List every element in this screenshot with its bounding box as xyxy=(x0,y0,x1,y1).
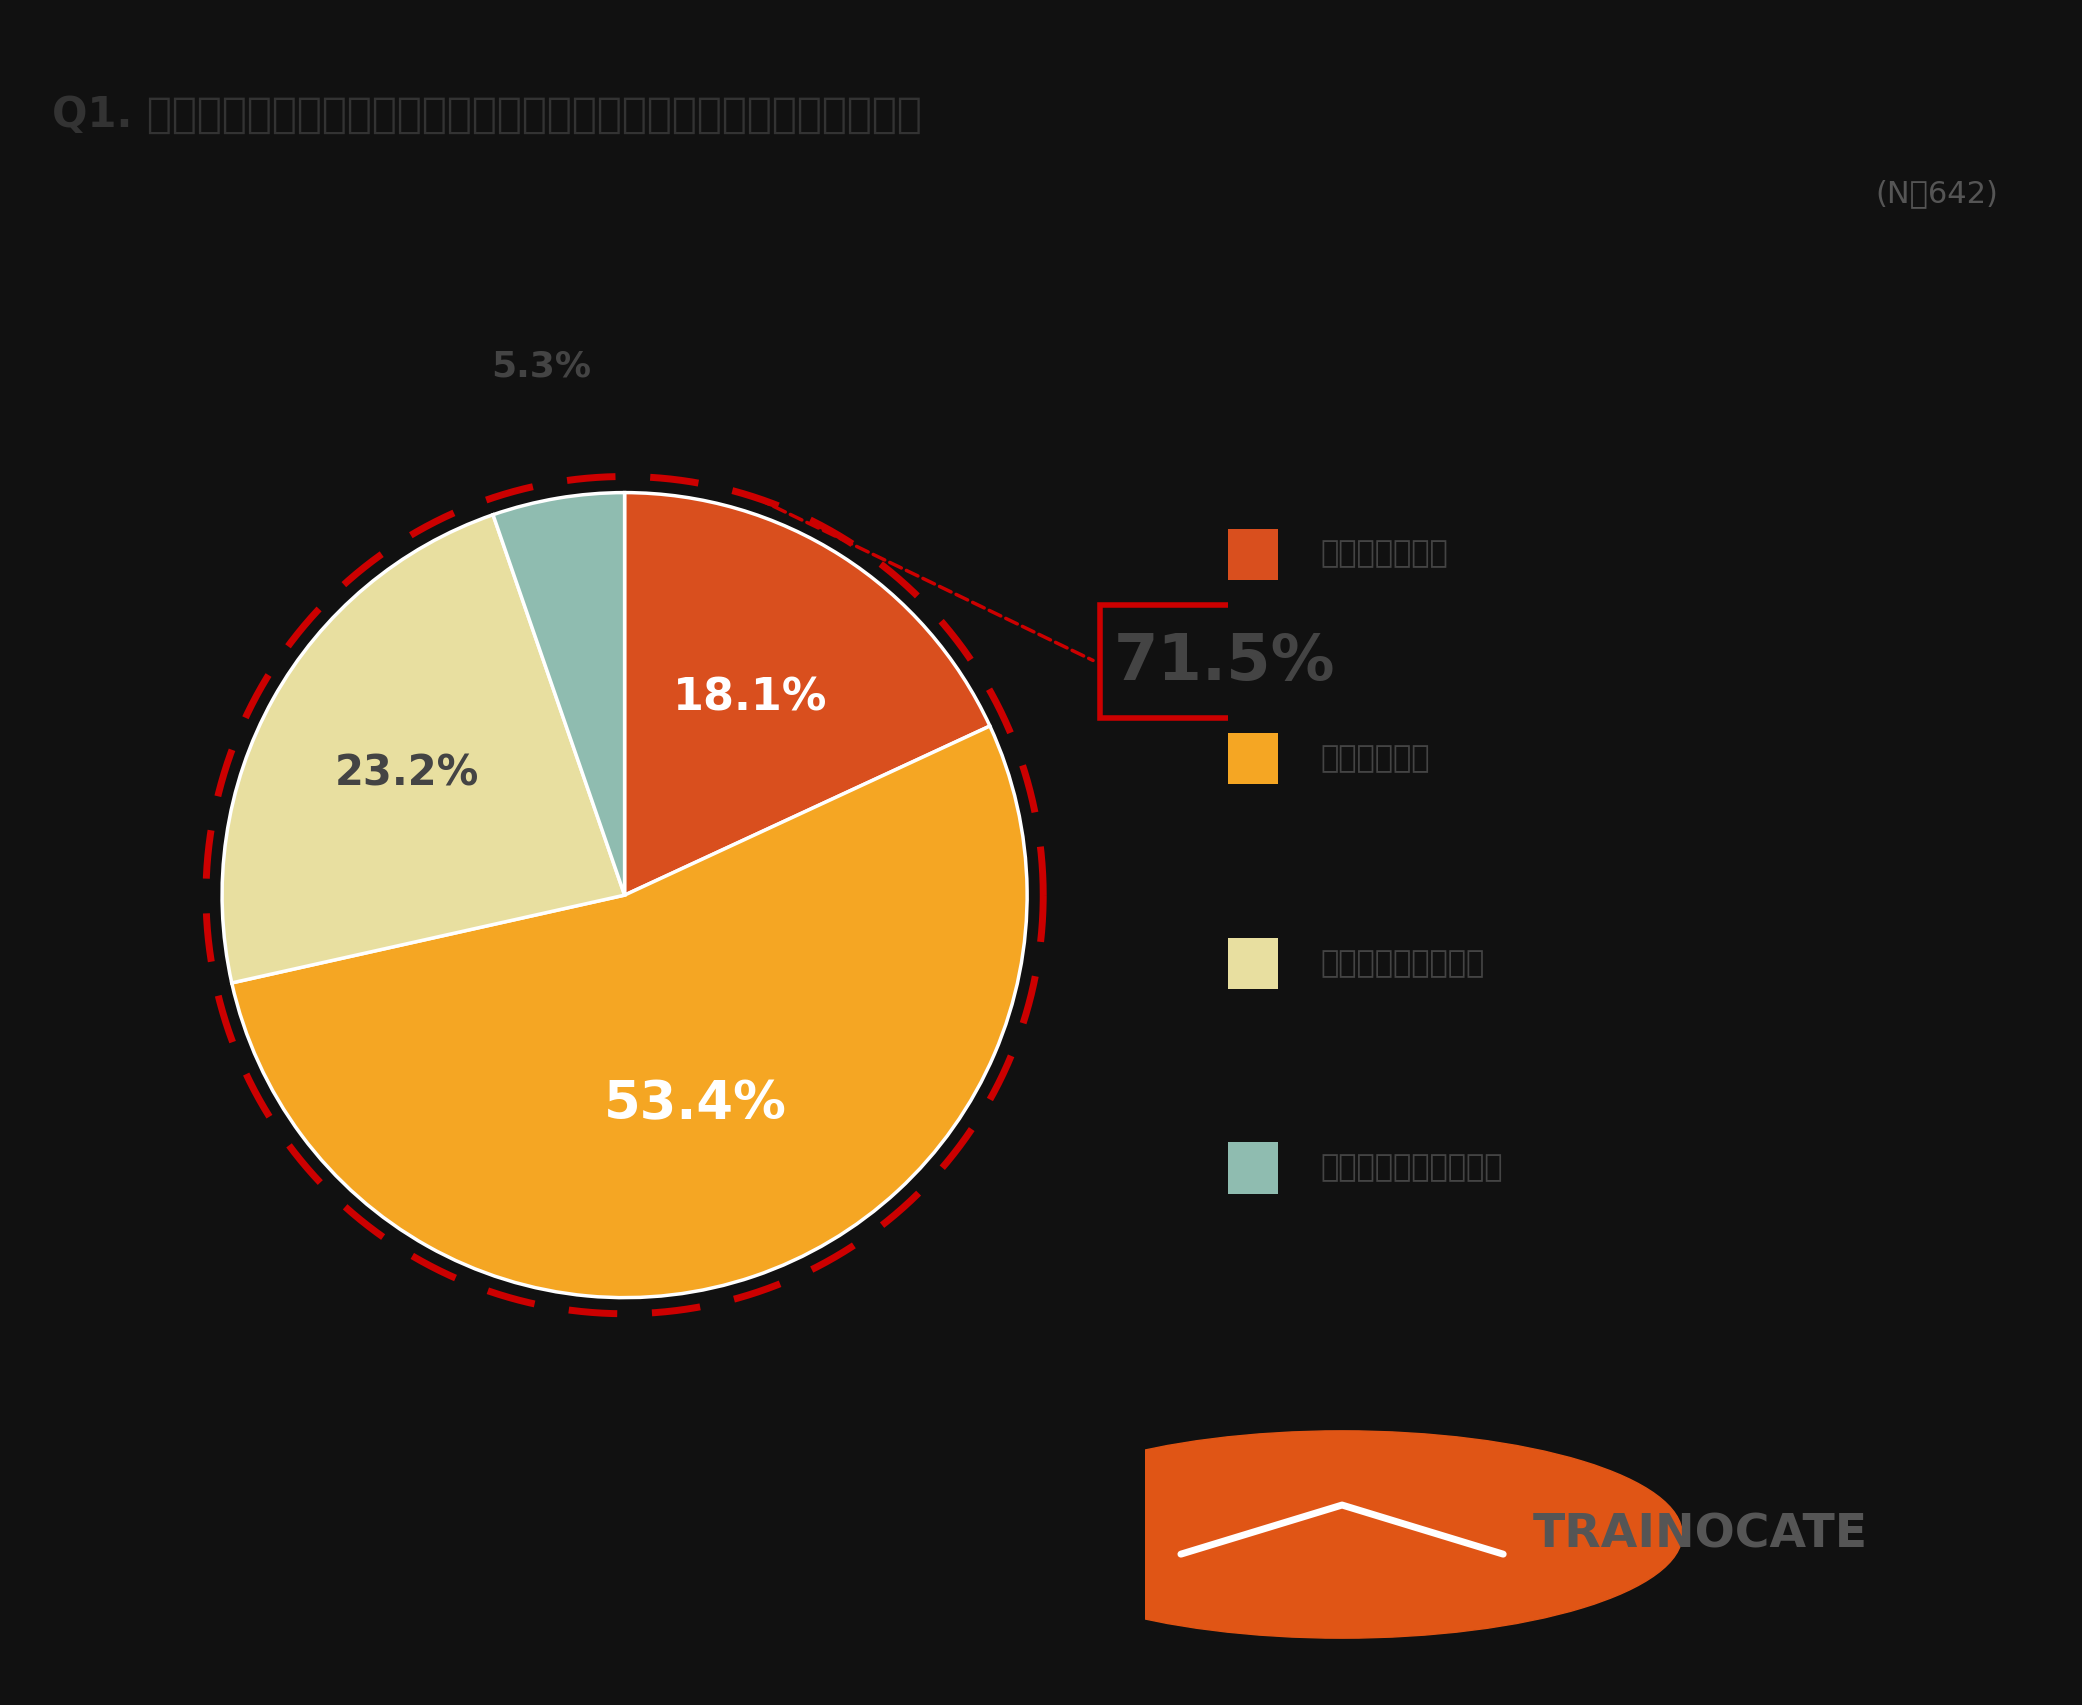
Text: 23.2%: 23.2% xyxy=(335,752,479,795)
Text: まったくそう思わない: まったくそう思わない xyxy=(1320,1153,1503,1183)
Text: 18.1%: 18.1% xyxy=(672,677,827,720)
FancyBboxPatch shape xyxy=(1228,938,1278,989)
Text: 5.3%: 5.3% xyxy=(491,350,591,384)
FancyBboxPatch shape xyxy=(1228,1142,1278,1194)
Text: とてもそう思う: とてもそう思う xyxy=(1320,539,1447,569)
Wedge shape xyxy=(493,493,625,895)
Text: Q1. あなたは、ご自身の業務に対するスキルを向上したいと思いますか。: Q1. あなたは、ご自身の業務に対するスキルを向上したいと思いますか。 xyxy=(52,94,922,136)
Wedge shape xyxy=(223,515,625,982)
FancyBboxPatch shape xyxy=(1228,733,1278,784)
FancyBboxPatch shape xyxy=(1228,529,1278,580)
Text: 71.5%: 71.5% xyxy=(1114,631,1335,692)
Text: あまりそう思わない: あまりそう思わない xyxy=(1320,948,1484,979)
Text: TRAINOCATE: TRAINOCATE xyxy=(1532,1512,1868,1557)
Wedge shape xyxy=(231,726,1026,1298)
Text: ややそう思う: ややそう思う xyxy=(1320,743,1430,774)
Wedge shape xyxy=(625,493,989,895)
Circle shape xyxy=(1001,1430,1682,1639)
Text: (N＝642): (N＝642) xyxy=(1876,179,1999,208)
FancyBboxPatch shape xyxy=(1099,605,1349,718)
Text: 53.4%: 53.4% xyxy=(604,1079,787,1130)
